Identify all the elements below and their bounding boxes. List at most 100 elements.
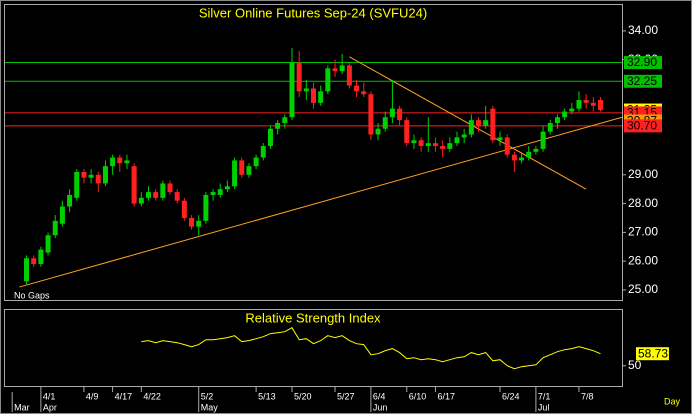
y-tick-label: 26.00 — [628, 253, 658, 267]
candle-body — [468, 120, 474, 135]
y-tick-label: 29.00 — [628, 167, 658, 181]
candle-body — [432, 143, 438, 147]
candle-body — [404, 120, 410, 144]
x-tick-label: 7/1 — [538, 391, 551, 401]
candle-body — [504, 137, 510, 155]
candle-body — [196, 220, 202, 227]
candle-body — [282, 117, 288, 123]
candle-body — [167, 183, 173, 193]
candle-body — [311, 88, 316, 103]
candle-body — [160, 183, 166, 198]
candle-body — [52, 220, 58, 236]
candle-body — [303, 88, 309, 92]
x-tick-label: 5/2 — [201, 391, 214, 401]
candle-body — [189, 217, 195, 227]
candle-body — [418, 140, 424, 147]
candle-body — [346, 65, 352, 86]
candle-body — [411, 140, 417, 144]
candle-body — [224, 186, 230, 190]
candle-body — [110, 157, 116, 167]
candle-body — [461, 134, 467, 138]
candle-body — [583, 99, 589, 103]
rsi-line — [141, 327, 601, 370]
candle-body — [339, 65, 345, 72]
candle-body — [275, 123, 281, 129]
rsi-box — [636, 347, 669, 361]
candle-body — [325, 68, 331, 92]
candle-body — [526, 151, 532, 158]
x-tick-label: 4/9 — [86, 391, 99, 401]
candle-body — [569, 108, 575, 112]
price-box-label: 30.70 — [627, 119, 657, 133]
candle-body — [454, 137, 460, 144]
price-box-label: 32.25 — [627, 74, 657, 88]
x-tick-label: 6/17 — [437, 391, 455, 401]
candle-body — [253, 157, 259, 167]
candle-body — [447, 143, 453, 149]
candle-body — [597, 99, 603, 111]
month-label: Jul — [538, 402, 550, 412]
y-tick-label: 27.00 — [628, 225, 658, 239]
candle-body — [95, 174, 101, 184]
y-tick-label: 28.00 — [628, 196, 658, 210]
y-tick-label: 34.00 — [628, 23, 658, 37]
candle-body — [203, 194, 209, 221]
month-label: Apr — [43, 402, 57, 412]
candle-body — [375, 128, 381, 135]
rsi-panel — [4, 309, 623, 387]
candle-body — [59, 206, 65, 224]
rsi-title: Relative Strength Index — [245, 310, 381, 325]
x-tick-label: 5/27 — [337, 391, 355, 401]
x-tick-label: 6/24 — [502, 391, 520, 401]
candle-body — [88, 174, 94, 178]
x-tick-label: 7/8 — [581, 391, 594, 401]
candle-body — [296, 62, 302, 92]
price-panel — [4, 4, 623, 301]
x-tick-label: 6/10 — [409, 391, 427, 401]
candle-body — [389, 108, 395, 118]
candle-body — [232, 160, 238, 187]
candle-body — [547, 123, 553, 132]
candle-body — [138, 197, 144, 204]
month-label: Mar — [14, 402, 30, 412]
candle-body — [181, 200, 187, 218]
candle-body — [260, 146, 266, 158]
candle-body — [490, 108, 496, 141]
candle-body — [332, 68, 338, 72]
candle-body — [67, 194, 73, 207]
candle-body — [476, 120, 482, 126]
candle-body — [511, 154, 517, 161]
candle-body — [440, 146, 446, 149]
candle-body — [368, 94, 374, 135]
candle-body — [217, 189, 223, 195]
candle-body — [131, 166, 137, 204]
candle-body — [74, 171, 80, 198]
candle-body — [174, 192, 180, 201]
candle-body — [576, 99, 582, 109]
candle-body — [145, 192, 151, 198]
candle-body — [267, 128, 273, 147]
month-label: May — [201, 402, 219, 412]
trendline — [349, 56, 587, 190]
candle-body — [554, 117, 560, 123]
candle-body — [382, 117, 388, 129]
chart-title: Silver Online Futures Sep-24 (SVFU24) — [199, 5, 427, 20]
candle-body — [289, 62, 295, 118]
candle-body — [210, 192, 216, 195]
x-tick-label: 4/22 — [143, 391, 161, 401]
candle-body — [590, 102, 596, 106]
candle-body — [397, 108, 403, 121]
candle-body — [81, 171, 87, 178]
candle-body — [153, 192, 159, 198]
rsi-tick-label: 50 — [628, 358, 642, 372]
candle-body — [318, 91, 324, 103]
price-box — [624, 56, 662, 70]
trendline — [19, 116, 623, 288]
candle-body — [519, 157, 525, 161]
x-tick-label: 6/4 — [373, 391, 386, 401]
candle-body — [246, 166, 252, 175]
candle-body — [354, 85, 360, 92]
month-label: Jun — [373, 402, 388, 412]
